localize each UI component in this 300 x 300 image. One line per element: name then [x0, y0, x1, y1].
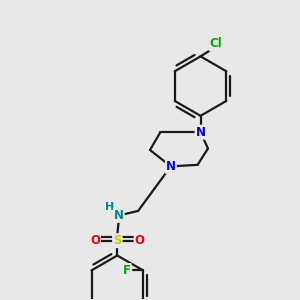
- Text: O: O: [135, 234, 145, 247]
- Text: Cl: Cl: [210, 38, 222, 50]
- Text: O: O: [90, 234, 100, 247]
- Text: N: N: [166, 160, 176, 173]
- Text: S: S: [113, 234, 122, 247]
- Text: N: N: [196, 126, 206, 139]
- Text: N: N: [114, 209, 124, 222]
- Text: H: H: [105, 202, 114, 212]
- Text: F: F: [123, 264, 131, 277]
